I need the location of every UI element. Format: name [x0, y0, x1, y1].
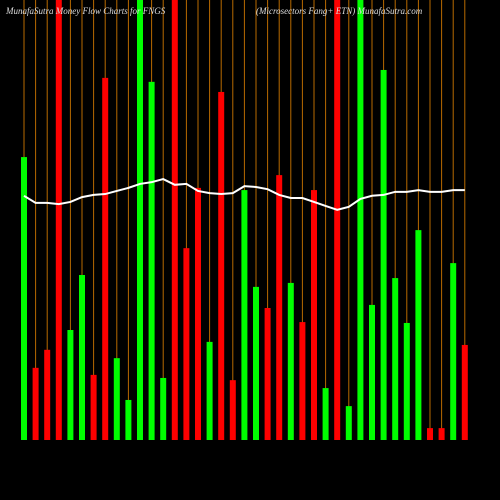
bar [438, 428, 445, 440]
bar [427, 428, 433, 440]
bar [67, 330, 74, 440]
bar [160, 377, 167, 440]
bar [253, 286, 259, 440]
bar [125, 399, 132, 440]
bar [44, 349, 51, 440]
bar [369, 304, 375, 440]
bar [206, 341, 213, 440]
chart-subtitle: (Microsectors Fang+ ETN) MunafaSutra.com [256, 6, 423, 16]
bar [241, 190, 248, 440]
bar [148, 81, 155, 440]
bar [334, 0, 341, 440]
bar [229, 380, 236, 440]
bar [171, 0, 178, 440]
bar [345, 406, 352, 440]
bar [21, 157, 27, 440]
bar [276, 175, 283, 440]
bar [461, 344, 468, 440]
bar [357, 0, 364, 440]
bar [403, 322, 410, 440]
bar [322, 388, 329, 440]
bar [32, 367, 39, 440]
bar [299, 322, 306, 440]
chart-title: MunafaSutra Money Flow Charts for FNGS [5, 6, 166, 16]
bar [450, 263, 457, 440]
bar [392, 278, 399, 440]
bar [287, 282, 294, 440]
bar [113, 358, 120, 440]
bar [380, 69, 387, 441]
money-flow-line [23, 178, 465, 211]
bar [55, 0, 62, 440]
bar [195, 187, 201, 440]
bar [137, 0, 143, 440]
bar [90, 374, 97, 440]
bar [218, 91, 225, 441]
bar [264, 308, 271, 440]
bar [79, 275, 85, 440]
bar [415, 230, 422, 440]
bar [311, 190, 317, 440]
bar [102, 77, 109, 440]
bar [183, 248, 190, 440]
